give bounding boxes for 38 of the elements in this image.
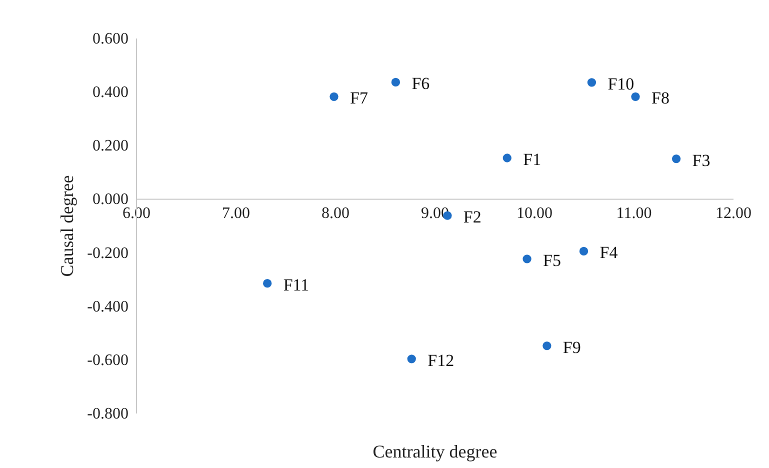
annotation: F4 xyxy=(600,243,618,262)
y-tick-label: 0.600 xyxy=(92,30,128,48)
point xyxy=(391,78,400,87)
y-tick-label: -0.600 xyxy=(87,352,128,369)
point xyxy=(502,154,512,162)
annotation: F5 xyxy=(543,250,562,270)
point xyxy=(631,92,640,101)
annotation: F8 xyxy=(651,88,670,108)
x-tick-label: 12.00 xyxy=(716,205,752,222)
annotation: F7 xyxy=(350,88,368,108)
y-tick-label: -0.200 xyxy=(87,244,128,262)
point xyxy=(330,92,338,101)
x-tick-label: 11.00 xyxy=(616,205,652,222)
annotation: F3 xyxy=(692,150,710,170)
point xyxy=(672,154,681,164)
point xyxy=(579,246,588,256)
y-tick-label: -0.400 xyxy=(87,298,128,316)
annotation: F10 xyxy=(608,74,634,94)
point xyxy=(407,354,416,364)
point xyxy=(587,78,596,87)
y-tick-label: 0.400 xyxy=(92,84,128,102)
point xyxy=(522,254,532,264)
x-axis-title: Centrality degree xyxy=(372,442,498,462)
annotation: F11 xyxy=(283,275,310,294)
y-axis-title: Causal degree xyxy=(57,175,78,277)
point xyxy=(542,341,552,350)
point xyxy=(263,279,272,288)
y-tick-label: 0.000 xyxy=(92,191,128,208)
x-tick-label: 10.00 xyxy=(516,205,552,222)
annotation: F6 xyxy=(412,74,430,94)
annotation: F9 xyxy=(562,338,581,357)
annotation: F1 xyxy=(523,150,542,169)
y-tick-label: 0.200 xyxy=(92,138,128,155)
annotation: F12 xyxy=(428,350,454,370)
x-tick-label: 8.00 xyxy=(322,205,350,222)
annotation: F2 xyxy=(463,208,482,227)
y-tick-label: -0.800 xyxy=(87,406,128,422)
x-tick-label: 7.00 xyxy=(222,205,250,222)
